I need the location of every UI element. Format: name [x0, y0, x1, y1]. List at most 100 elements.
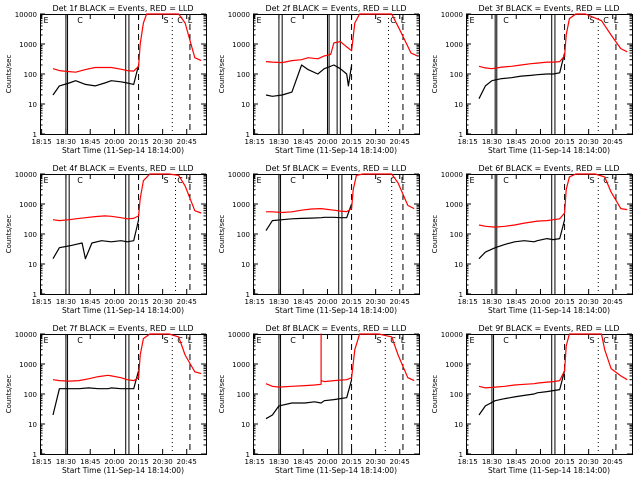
marker-label: S	[163, 176, 168, 185]
x-tick-label: 20:30	[366, 458, 386, 466]
y-tick-label: 10000	[441, 171, 463, 179]
marker-label: S	[589, 176, 594, 185]
marker-label: E	[256, 176, 261, 185]
chart-panel-2: Det 2f BLACK = Events, RED = LLD Start Ti…	[218, 4, 420, 155]
y-tick-label: 10	[28, 421, 37, 429]
x-tick-label: 20:30	[366, 298, 386, 306]
series-line-events	[52, 370, 140, 416]
x-tick-label: 20:30	[579, 298, 599, 306]
x-tick-label: 20:00	[317, 458, 337, 466]
x-tick-label: 20:45	[603, 298, 623, 306]
x-tick-label: 20:15	[554, 298, 574, 306]
x-tick-label: 18:45	[506, 138, 526, 146]
y-tick-label: 100	[450, 391, 463, 399]
x-tick-label: 18:30	[482, 138, 502, 146]
x-tick-label: 18:45	[293, 298, 313, 306]
marker-label: L	[614, 16, 619, 25]
marker-label: C	[390, 16, 396, 25]
x-tick-label: 18:45	[80, 138, 100, 146]
marker-label: E	[43, 16, 48, 25]
x-axis-label: Start Time (11-Sep-14 18:14:00)	[488, 466, 610, 475]
x-tick-label: 20:15	[341, 138, 361, 146]
chart-title: Det 6f BLACK = Events, RED = LLD	[478, 164, 619, 173]
series-line-events	[265, 203, 353, 231]
plot-frame	[466, 174, 633, 295]
x-axis-label: Start Time (11-Sep-14 18:14:00)	[62, 306, 184, 315]
series-line-lld	[265, 13, 418, 64]
x-tick-label: 20:30	[579, 138, 599, 146]
x-tick-label: 20:00	[530, 298, 550, 306]
x-tick-label: 18:15	[458, 298, 478, 306]
x-axis-label: Start Time (11-Sep-14 18:14:00)	[488, 146, 610, 155]
x-tick-label: 20:00	[317, 138, 337, 146]
chart-panel-1: Det 1f BLACK = Events, RED = LLD Start Ti…	[5, 4, 207, 155]
y-tick-label: 1	[246, 291, 250, 299]
y-tick-label: 10	[28, 101, 37, 109]
chart-title: Det 7f BLACK = Events, RED = LLD	[52, 324, 193, 333]
x-tick-label: 20:30	[153, 458, 173, 466]
y-tick-label: 10	[28, 261, 37, 269]
y-axis-label: Counts/sec	[431, 55, 439, 94]
y-tick-label: 10	[454, 101, 463, 109]
series-line-lld	[52, 173, 202, 222]
y-tick-label: 1	[246, 131, 250, 139]
x-tick-label: 20:15	[554, 138, 574, 146]
marker-label: E	[256, 16, 261, 25]
x-tick-label: 18:45	[80, 298, 100, 306]
y-tick-label: 10000	[441, 331, 463, 339]
x-tick-label: 18:30	[482, 458, 502, 466]
y-tick-label: 100	[450, 231, 463, 239]
y-tick-label: 1	[33, 291, 37, 299]
y-tick-label: 10000	[15, 11, 37, 19]
marker-label: S	[376, 336, 381, 345]
y-tick-label: 10	[241, 101, 250, 109]
marker-label: C	[177, 176, 183, 185]
y-tick-label: 100	[237, 71, 250, 79]
y-tick-label: 1000	[445, 201, 463, 209]
x-tick-label: 18:15	[32, 138, 52, 146]
marker-label: E	[43, 336, 48, 345]
x-tick-label: 20:15	[341, 458, 361, 466]
marker-label: L	[614, 336, 619, 345]
marker-label: S	[163, 336, 168, 345]
marker-label: C	[603, 16, 609, 25]
series-line-events	[52, 64, 140, 96]
x-tick-label: 18:15	[32, 458, 52, 466]
x-tick-label: 18:45	[293, 138, 313, 146]
y-tick-label: 1	[459, 291, 463, 299]
x-axis-label: Start Time (11-Sep-14 18:14:00)	[275, 466, 397, 475]
x-tick-label: 20:15	[554, 458, 574, 466]
series-line-events	[52, 219, 140, 260]
x-axis-label: Start Time (11-Sep-14 18:14:00)	[275, 146, 397, 155]
y-axis-label: Counts/sec	[218, 55, 226, 94]
marker-label: C	[503, 336, 509, 345]
x-tick-label: 20:00	[530, 458, 550, 466]
marker-label: C	[77, 16, 83, 25]
marker-label: E	[256, 336, 261, 345]
y-tick-label: 10	[454, 261, 463, 269]
y-axis-label: Counts/sec	[5, 375, 13, 414]
series-line-lld	[52, 13, 202, 73]
marker-label: S	[376, 16, 381, 25]
x-tick-label: 20:45	[177, 458, 197, 466]
x-tick-label: 20:45	[177, 138, 197, 146]
y-axis-label: Counts/sec	[431, 375, 439, 414]
y-axis-label: Counts/sec	[431, 215, 439, 254]
x-tick-label: 18:15	[245, 458, 265, 466]
y-tick-label: 1	[246, 451, 250, 459]
y-tick-label: 10	[241, 421, 250, 429]
x-tick-label: 18:30	[482, 298, 502, 306]
plot-frame	[40, 174, 207, 295]
x-tick-label: 20:45	[603, 458, 623, 466]
chart-title: Det 9f BLACK = Events, RED = LLD	[478, 324, 619, 333]
y-tick-label: 100	[450, 71, 463, 79]
chart-panel-6: Det 6f BLACK = Events, RED = LLD Start Ti…	[431, 164, 633, 315]
x-tick-label: 20:30	[366, 138, 386, 146]
series-line-events	[265, 64, 353, 97]
series-line-lld	[478, 333, 628, 389]
chart-panel-9: Det 9f BLACK = Events, RED = LLD Start Ti…	[431, 324, 633, 475]
series-line-lld	[265, 333, 415, 388]
series-line-lld	[478, 13, 628, 70]
marker-label: L	[401, 176, 406, 185]
x-tick-label: 18:15	[32, 298, 52, 306]
